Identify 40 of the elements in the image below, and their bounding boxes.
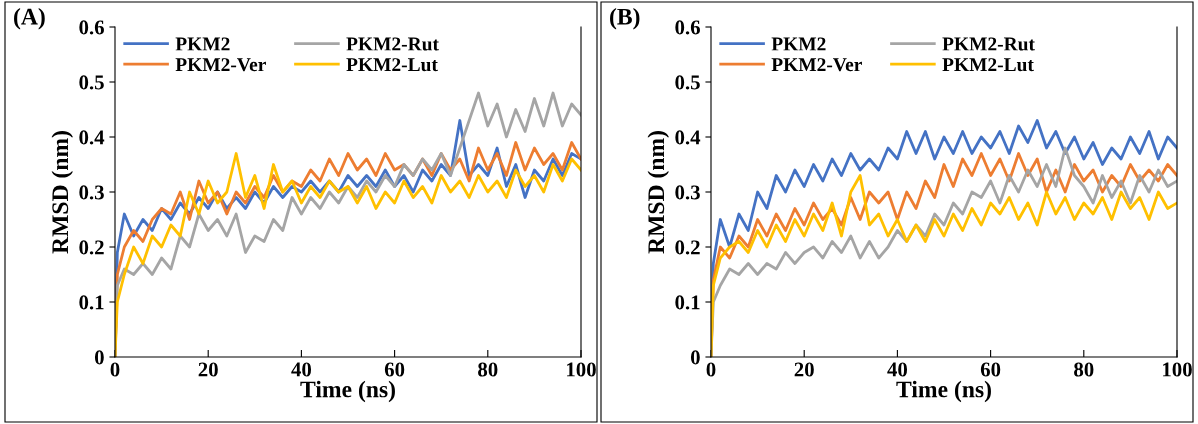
x-tick-label: 60 [384, 362, 405, 377]
text: (A) [14, 8, 45, 30]
y-tick-label: 0.5 [675, 75, 700, 90]
y-tick-label: 0 [94, 350, 104, 365]
y-tick-label: 0.2 [79, 240, 104, 255]
y-tick-label: 0.4 [79, 130, 105, 145]
y-tick-label: 0.1 [79, 295, 104, 310]
y-tick-label: 0 [690, 350, 700, 365]
x-axis-title: Time (ns) [896, 380, 991, 403]
x-axis-title: Time (ns) [300, 380, 395, 403]
y-tick-label: 0.3 [79, 185, 104, 200]
y-tick-label: 0.6 [79, 20, 104, 35]
legend-label: PKM2-Lut [942, 58, 1034, 72]
legend-label: PKM2 [771, 37, 826, 51]
x-tick-label: 100 [567, 362, 596, 377]
y-axis-title: RMSD (nm) [51, 131, 73, 254]
legend-label: PKM2-Ver [175, 58, 266, 72]
y-tick-label: 0.3 [675, 185, 700, 200]
y-tick-label: 0.2 [675, 240, 700, 255]
legend-label: PKM2-Rut [346, 37, 439, 51]
text: (B) [610, 8, 640, 30]
x-tick-label: 60 [980, 362, 1001, 377]
legend-label: PKM2 [175, 37, 230, 51]
legend-label: PKM2-Ver [771, 58, 862, 72]
x-tick-label: 20 [794, 362, 814, 377]
x-tick-label: 20 [198, 362, 218, 377]
x-tick-label: 40 [887, 362, 908, 377]
x-tick-label: 80 [1074, 362, 1094, 377]
x-tick-label: 0 [110, 362, 120, 377]
y-axis-title: RMSD (nm) [647, 131, 669, 254]
legend-label: PKM2-Rut [942, 37, 1035, 51]
legend-label: PKM2-Lut [346, 58, 438, 72]
y-tick-label: 0.6 [675, 20, 700, 35]
x-tick-label: 80 [478, 362, 498, 377]
x-tick-label: 40 [291, 362, 312, 377]
y-tick-label: 0.5 [79, 75, 104, 90]
y-tick-label: 0.4 [675, 130, 701, 145]
x-tick-label: 100 [1163, 362, 1192, 377]
x-tick-label: 0 [706, 362, 716, 377]
y-tick-label: 0.1 [675, 295, 700, 310]
